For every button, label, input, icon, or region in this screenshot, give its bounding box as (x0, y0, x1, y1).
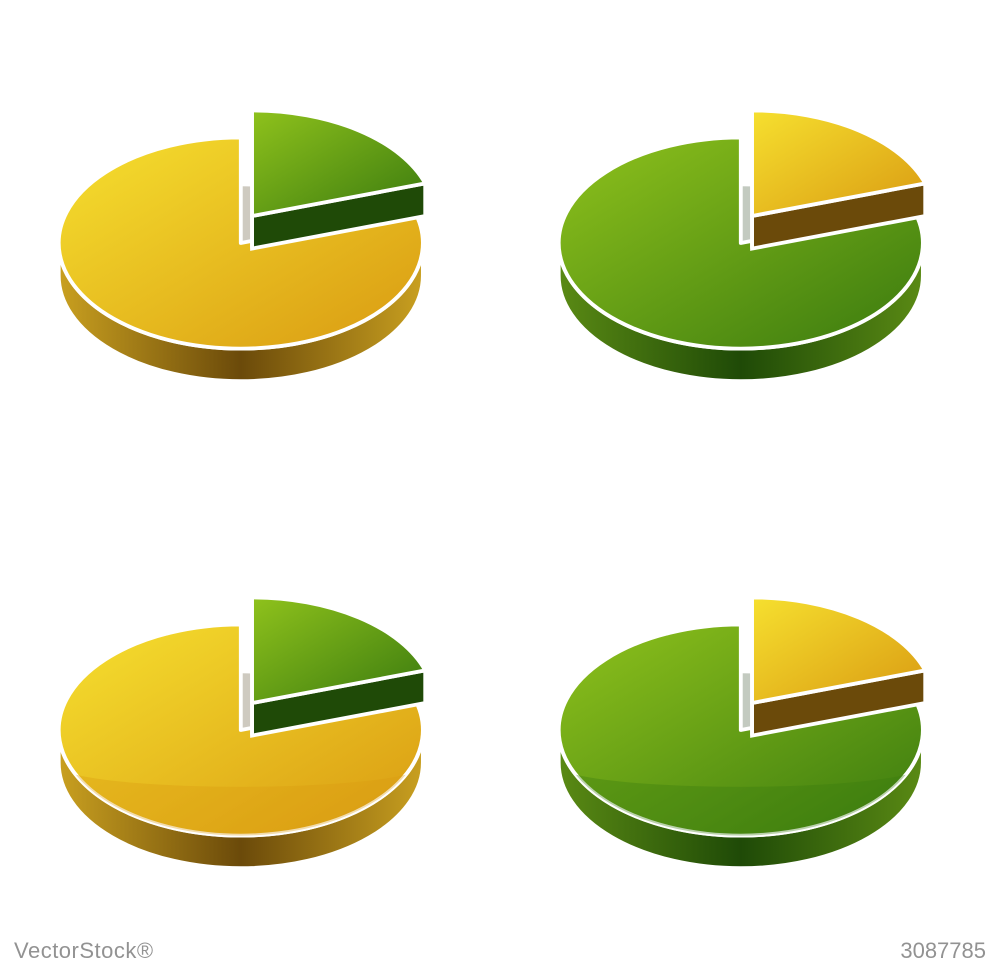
pie-cell-2 (0, 487, 500, 974)
pie-chart-icon (520, 19, 980, 467)
pie-grid (0, 0, 1000, 974)
watermark-text: VectorStock® (14, 938, 154, 964)
pie-cell-0 (0, 0, 500, 487)
pie-cell-1 (500, 0, 1000, 487)
pie-chart-icon (20, 506, 480, 954)
pie-chart-icon (20, 19, 480, 467)
pie-chart-icon (520, 506, 980, 954)
pie-cell-3 (500, 487, 1000, 974)
watermark-id: 3087785 (900, 938, 986, 964)
